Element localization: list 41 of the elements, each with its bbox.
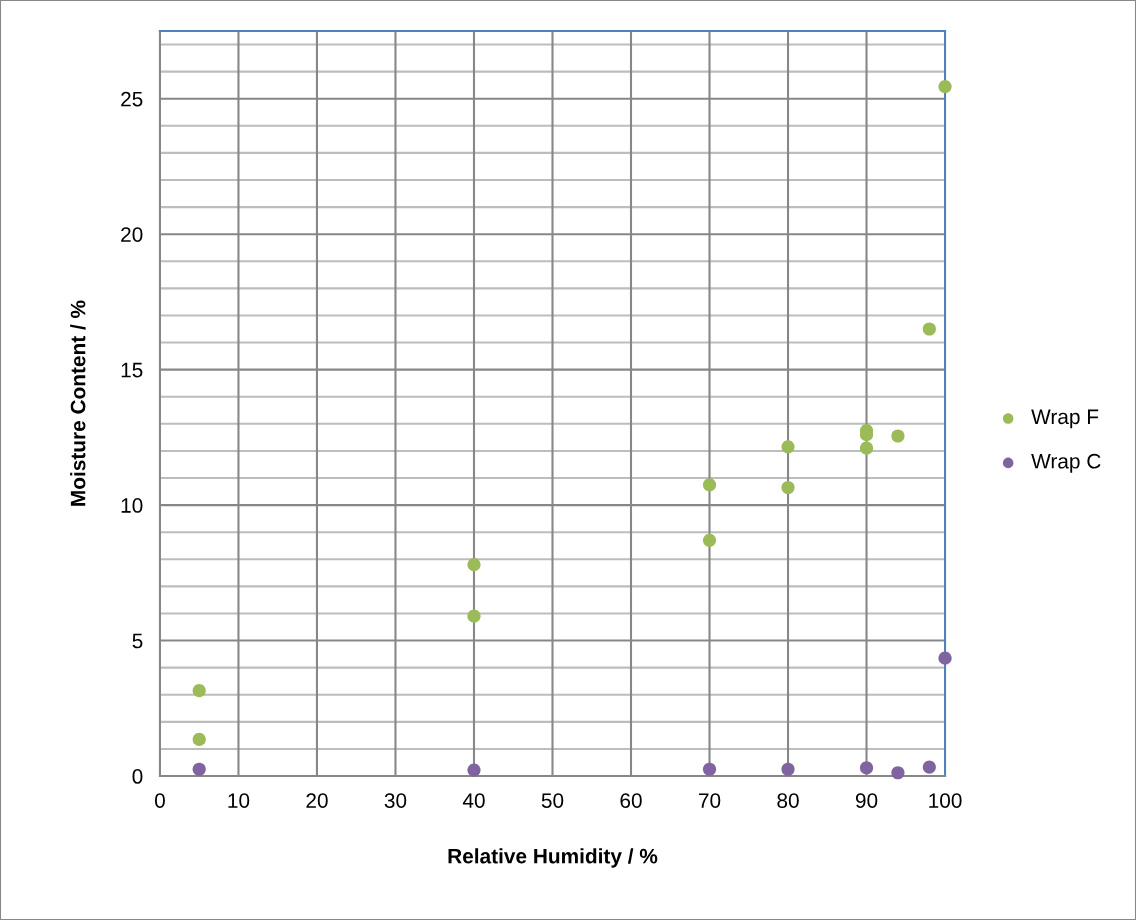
point [891, 429, 905, 443]
y-tick-label: 5 [132, 633, 143, 649]
point [192, 732, 206, 747]
x-tick-label: 50 [541, 793, 564, 808]
x-tick-label: 40 [462, 793, 485, 808]
x-tick-label: 20 [306, 793, 328, 808]
point [859, 761, 874, 775]
point [938, 79, 952, 94]
x-axis-title: Relative Humidity / % [448, 848, 658, 868]
y-tick-label: 15 [121, 362, 143, 378]
x-tick-label: 60 [620, 793, 642, 808]
point [938, 651, 952, 665]
y-tick-label: 0 [132, 769, 143, 784]
x-tick-label: 90 [855, 793, 878, 808]
y-tick-label: 20 [121, 227, 143, 242]
y-axis-title: Moisture Content / % [70, 300, 86, 506]
x-tick-label: 0 [154, 793, 165, 808]
point [781, 480, 795, 495]
point [922, 760, 936, 774]
point [467, 763, 481, 777]
legend-label: Wrap F [1031, 409, 1099, 429]
point [192, 762, 206, 776]
y-tick-label: 10 [121, 498, 143, 513]
point [192, 684, 206, 698]
point [922, 322, 936, 336]
point [891, 766, 905, 780]
x-tick-label: 70 [698, 793, 721, 808]
point [781, 440, 795, 454]
x-tick-label: 10 [228, 793, 250, 808]
y-tick-label: 25 [121, 91, 143, 107]
point [702, 478, 717, 492]
x-tick-label: 30 [384, 793, 407, 808]
point [702, 533, 717, 547]
point [467, 609, 481, 623]
point [467, 558, 481, 572]
point [781, 762, 795, 776]
point [859, 441, 874, 455]
x-tick-label: 80 [777, 793, 799, 808]
legend-label: Wrap C [1031, 453, 1101, 473]
x-tick-label: 100 [929, 793, 962, 808]
point [702, 762, 717, 776]
